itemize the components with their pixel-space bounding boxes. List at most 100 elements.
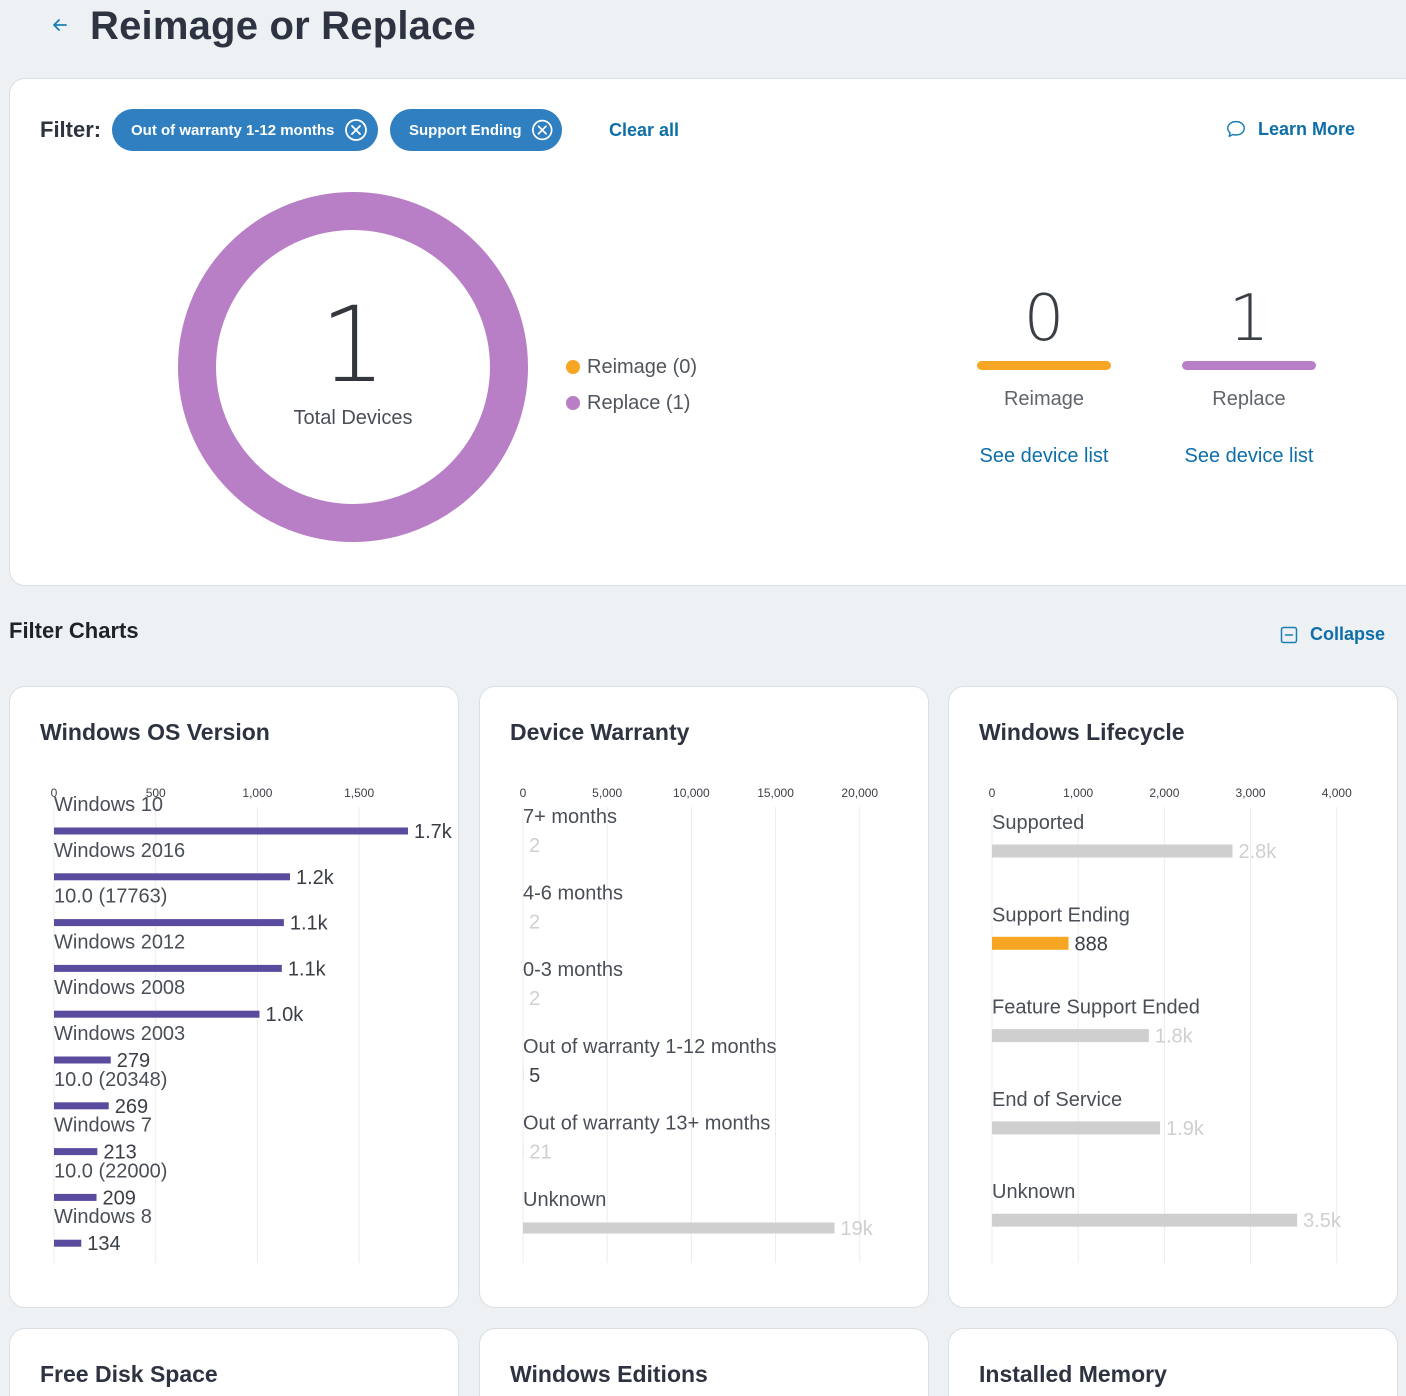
device-warranty-bar-chart: 0 5,000 10,000 15,000 20,000 7+ months 2 4-6 mo…	[520, 786, 878, 1263]
category-label: 10.0 (22000)	[54, 1160, 167, 1182]
value-label: 1.1k	[290, 913, 329, 935]
x-tick-label: 1,000	[1063, 786, 1093, 800]
category-label: Windows 10	[54, 794, 163, 816]
summary-card: Filter: Out of warranty 1-12 months Supp…	[9, 78, 1406, 586]
reimage-stat: 0 Reimage See device list	[974, 279, 1114, 468]
category-label: 10.0 (20348)	[54, 1069, 167, 1091]
bar[interactable]	[54, 1148, 98, 1156]
value-label: 2.8k	[1238, 841, 1277, 863]
bar[interactable]	[992, 1213, 1298, 1227]
total-devices-label: Total Devices	[293, 407, 413, 429]
category-label: 10.0 (17763)	[54, 886, 167, 908]
value-label: 1.1k	[288, 958, 327, 980]
value-label: 213	[103, 1142, 136, 1164]
bar[interactable]	[54, 1102, 109, 1110]
chart-title: Installed Memory	[979, 1361, 1167, 1387]
reimage-color-bar	[977, 361, 1111, 370]
bar[interactable]	[54, 1193, 97, 1201]
replace-see-device-list-link[interactable]: See device list	[1184, 445, 1314, 467]
value-label: 2	[529, 912, 540, 934]
x-tick-label: 20,000	[841, 786, 878, 800]
category-label: Windows 2012	[54, 931, 185, 953]
collapse-label: Collapse	[1310, 624, 1386, 644]
value-label: 5	[529, 1065, 540, 1087]
legend-dot	[566, 396, 580, 410]
chart-title: Windows Lifecycle	[979, 719, 1185, 745]
x-tick-label: 3,000	[1236, 786, 1266, 800]
bar[interactable]	[54, 873, 290, 881]
category-label: Feature Support Ended	[992, 997, 1200, 1019]
total-devices-donut-chart	[178, 192, 528, 542]
donut-slice-replace[interactable]	[178, 192, 528, 542]
bar[interactable]	[54, 919, 284, 927]
value-label: 1.0k	[265, 1004, 304, 1026]
legend-item-replace: Replace (1)	[566, 385, 697, 421]
bar[interactable]	[992, 844, 1233, 858]
x-tick-label: 0	[989, 786, 996, 800]
category-label: Windows 2016	[54, 840, 185, 862]
chart-title: Windows OS Version	[40, 719, 270, 745]
reimage-count: 0	[1023, 282, 1065, 356]
x-tick-label: 0	[520, 786, 527, 800]
value-label: 21	[529, 1141, 551, 1163]
x-tick-label: 1,000	[242, 786, 272, 800]
x-tick-label: 0	[51, 786, 58, 800]
filter-chip-label: Out of warranty 1-12 months	[131, 121, 335, 139]
category-label: Supported	[992, 812, 1084, 834]
bar[interactable]	[54, 1010, 260, 1018]
bar[interactable]	[992, 1121, 1161, 1135]
bar[interactable]	[54, 964, 282, 972]
chart-card-windows-editions: Windows Editions	[479, 1328, 929, 1396]
value-label: 2	[529, 988, 540, 1010]
windows-os-version-bar-chart: 0 500 1,000 1,500 Windows 10 1.7k Windows 2016…	[51, 786, 453, 1263]
filter-label: Filter:	[40, 117, 102, 142]
value-label: 1.7k	[414, 821, 453, 843]
bar[interactable]	[54, 1056, 111, 1064]
learn-more-link[interactable]: Learn More	[1225, 118, 1355, 140]
category-label: Windows 7	[54, 1115, 152, 1137]
category-label: 7+ months	[523, 806, 617, 828]
filter-chip-support-ending[interactable]: Support Ending	[390, 109, 562, 151]
bar[interactable]	[992, 936, 1069, 950]
value-label: 3.5k	[1303, 1210, 1342, 1232]
replace-label: Replace	[1212, 388, 1286, 410]
collapse-icon	[1280, 626, 1298, 643]
back-arrow-icon[interactable]	[48, 12, 72, 36]
bar[interactable]	[523, 1222, 835, 1234]
bar[interactable]	[54, 1239, 82, 1247]
learn-more-label: Learn More	[1258, 118, 1356, 139]
total-devices-count: 1	[319, 284, 387, 406]
filter-chip-out-of-warranty[interactable]: Out of warranty 1-12 months	[112, 109, 378, 151]
donut-legend: Reimage (0) Replace (1)	[566, 349, 697, 421]
page-header: Reimage or Replace	[0, 0, 1406, 60]
x-tick-label: 15,000	[757, 786, 794, 800]
legend-label: Reimage (0)	[587, 355, 698, 378]
category-label: Unknown	[523, 1189, 606, 1211]
category-label: Windows 2008	[54, 977, 185, 999]
value-label: 19k	[840, 1218, 873, 1240]
category-label: 0-3 months	[523, 959, 623, 981]
x-tick-label: 4,000	[1322, 786, 1352, 800]
chart-card-windows-os-version: Windows OS Version 0 500 1,000 1,500 Windows…	[9, 686, 459, 1308]
value-label: 2	[529, 835, 540, 857]
reimage-label: Reimage	[1003, 388, 1085, 410]
value-label: 209	[103, 1187, 136, 1209]
chart-card-installed-memory: Installed Memory	[948, 1328, 1398, 1396]
value-label: 269	[115, 1096, 148, 1118]
category-label: 4-6 months	[523, 883, 623, 905]
chat-bubble-icon	[1227, 120, 1245, 138]
bar[interactable]	[992, 1029, 1149, 1043]
collapse-button[interactable]: Collapse	[1280, 624, 1385, 645]
remove-filter-icon[interactable]	[531, 118, 554, 142]
x-tick-label: 500	[146, 786, 166, 800]
value-label: 1.8k	[1155, 1026, 1194, 1048]
reimage-see-device-list-link[interactable]: See device list	[979, 445, 1109, 467]
value-label: 1.2k	[296, 867, 335, 889]
legend-item-reimage: Reimage (0)	[566, 349, 697, 385]
remove-filter-icon[interactable]	[344, 118, 368, 142]
replace-stat: 1 Replace See device list	[1179, 279, 1319, 468]
filter-charts-heading: Filter Charts	[9, 618, 139, 643]
clear-all-link[interactable]: Clear all	[609, 120, 680, 140]
category-label: Out of warranty 13+ months	[523, 1112, 770, 1134]
bar[interactable]	[54, 827, 408, 835]
